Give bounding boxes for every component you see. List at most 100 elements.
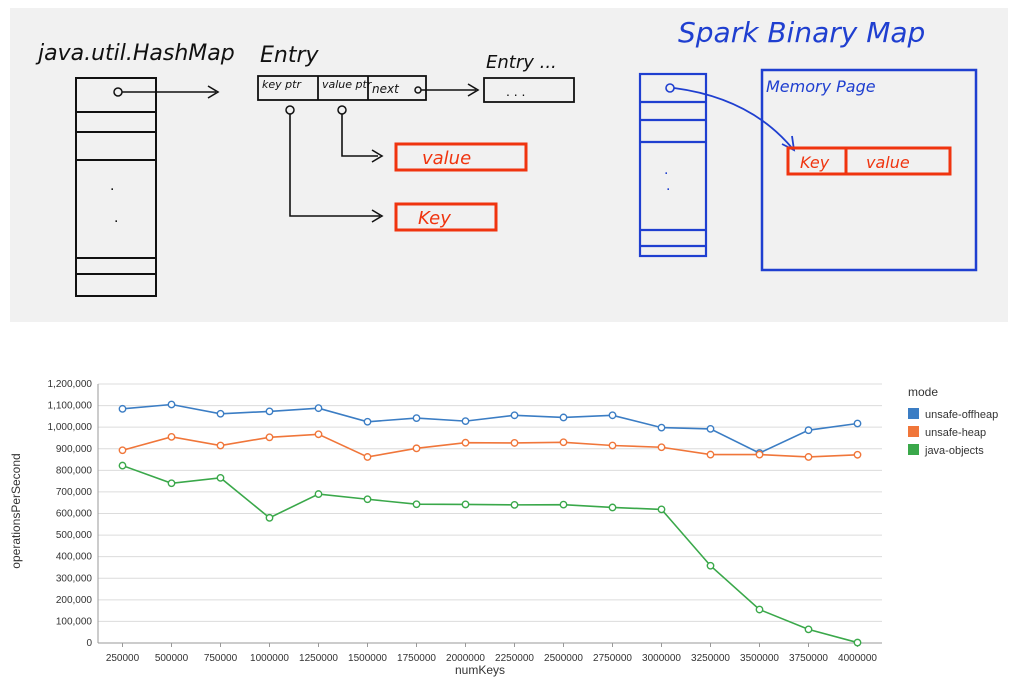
- data-point-unsafe-offheap: [707, 426, 713, 432]
- y-tick-label: 700,000: [56, 487, 93, 498]
- data-point-unsafe-heap: [805, 454, 811, 460]
- data-point-java-objects: [119, 462, 125, 468]
- svg-text:.: .: [110, 177, 114, 194]
- x-tick-label: 4000000: [838, 653, 877, 664]
- y-tick-label: 800,000: [56, 465, 93, 476]
- data-point-java-objects: [854, 639, 860, 645]
- data-point-unsafe-heap: [854, 452, 860, 458]
- entry-title: Entry: [260, 43, 320, 68]
- legend-swatch: [908, 444, 919, 455]
- x-tick-label: 1000000: [250, 653, 289, 664]
- series-line-unsafe-offheap: [123, 405, 858, 454]
- data-point-unsafe-heap: [217, 442, 223, 448]
- data-point-unsafe-offheap: [364, 419, 370, 425]
- y-tick-label: 1,100,000: [48, 401, 93, 412]
- data-point-java-objects: [805, 626, 811, 632]
- x-tick-label: 3250000: [691, 653, 730, 664]
- spark-pointer-arrow: [674, 88, 792, 148]
- data-point-unsafe-offheap: [805, 427, 811, 433]
- y-tick-label: 200,000: [56, 595, 93, 606]
- data-point-unsafe-offheap: [413, 415, 419, 421]
- data-point-unsafe-heap: [511, 440, 517, 446]
- data-point-unsafe-heap: [658, 444, 664, 450]
- y-tick-label: 300,000: [56, 573, 93, 584]
- chart-series: [119, 401, 860, 645]
- y-tick-label: 100,000: [56, 616, 93, 627]
- value-ptr-label: value ptr: [322, 78, 373, 91]
- legend-label: unsafe-heap: [925, 427, 986, 439]
- data-point-unsafe-offheap: [560, 414, 566, 420]
- chart-legend: mode unsafe-offheap unsafe-heap java-objec…: [908, 385, 998, 457]
- data-point-unsafe-heap: [560, 439, 566, 445]
- data-point-java-objects: [266, 515, 272, 521]
- x-tick-label: 1500000: [348, 653, 387, 664]
- y-tick-label: 900,000: [56, 444, 93, 455]
- x-tick-label: 3000000: [642, 653, 681, 664]
- y-tick-label: 1,200,000: [48, 379, 93, 390]
- next-entry-ellipsis: . . .: [506, 83, 525, 99]
- data-point-unsafe-heap: [119, 447, 125, 453]
- data-point-unsafe-offheap: [266, 408, 272, 414]
- y-tick-label: 500,000: [56, 530, 93, 541]
- data-point-java-objects: [168, 480, 174, 486]
- x-tick-label: 1250000: [299, 653, 338, 664]
- data-point-unsafe-offheap: [854, 420, 860, 426]
- y-tick-label: 400,000: [56, 552, 93, 563]
- x-tick-label: 1750000: [397, 653, 436, 664]
- memory-page-label: Memory Page: [766, 77, 876, 96]
- data-point-unsafe-heap: [364, 454, 370, 460]
- data-point-java-objects: [560, 501, 566, 507]
- line-chart: 0 100,000 200,000 300,000 400,000 500,000 600,…: [0, 330, 1024, 680]
- x-tick-label: 250000: [106, 653, 140, 664]
- mp-value-label: value: [866, 153, 910, 172]
- x-axis-title: numKeys: [455, 663, 505, 677]
- key-box-label: Key: [418, 208, 451, 229]
- data-point-unsafe-offheap: [511, 412, 517, 418]
- data-point-unsafe-offheap: [609, 412, 615, 418]
- y-tick-label: 1,000,000: [48, 422, 93, 433]
- data-point-java-objects: [511, 502, 517, 508]
- data-point-unsafe-offheap: [168, 401, 174, 407]
- data-point-java-objects: [707, 563, 713, 569]
- data-point-unsafe-heap: [462, 440, 468, 446]
- y-axis-title: operationsPerSecond: [9, 453, 23, 568]
- data-point-java-objects: [756, 606, 762, 612]
- legend-label: java-objects: [924, 445, 984, 457]
- mp-key-label: Key: [800, 153, 830, 172]
- spark-array: [640, 74, 706, 256]
- value-box-label: value: [422, 148, 471, 169]
- x-tick-label: 2500000: [544, 653, 583, 664]
- data-point-unsafe-offheap: [462, 418, 468, 424]
- data-point-java-objects: [217, 475, 223, 481]
- data-point-unsafe-offheap: [658, 424, 664, 430]
- x-tick-label: 500000: [155, 653, 189, 664]
- next-entry-box: [484, 78, 574, 102]
- legend-label: unsafe-offheap: [925, 409, 998, 421]
- data-point-java-objects: [658, 506, 664, 512]
- x-tick-label: 3500000: [740, 653, 779, 664]
- entry-more-title: Entry ...: [486, 52, 557, 73]
- data-point-unsafe-heap: [707, 451, 713, 457]
- data-point-unsafe-offheap: [315, 405, 321, 411]
- x-tick-label: 2750000: [593, 653, 632, 664]
- svg-text:.: .: [666, 177, 670, 194]
- data-point-unsafe-offheap: [217, 411, 223, 417]
- legend-title: mode: [908, 385, 938, 399]
- svg-text:.: .: [114, 209, 118, 226]
- legend-swatch: [908, 408, 919, 419]
- data-point-unsafe-heap: [609, 442, 615, 448]
- data-point-unsafe-heap: [266, 434, 272, 440]
- x-tick-label: 750000: [204, 653, 238, 664]
- x-axis-ticks: 250000 500000 750000 1000000 1250000 1500000 1…: [106, 643, 878, 664]
- data-point-java-objects: [364, 496, 370, 502]
- data-point-unsafe-heap: [315, 431, 321, 437]
- data-point-unsafe-heap: [168, 434, 174, 440]
- x-tick-label: 3750000: [789, 653, 828, 664]
- y-axis-ticks: 0 100,000 200,000 300,000 400,000 500,000 600,…: [48, 379, 93, 649]
- data-point-java-objects: [462, 501, 468, 507]
- y-tick-label: 600,000: [56, 509, 93, 520]
- data-point-unsafe-heap: [413, 445, 419, 451]
- data-point-unsafe-offheap: [119, 406, 125, 412]
- spark-title: Spark Binary Map: [678, 16, 925, 49]
- whiteboard-diagram: java.util.HashMap Entry Entry ... . . ke…: [10, 8, 1008, 322]
